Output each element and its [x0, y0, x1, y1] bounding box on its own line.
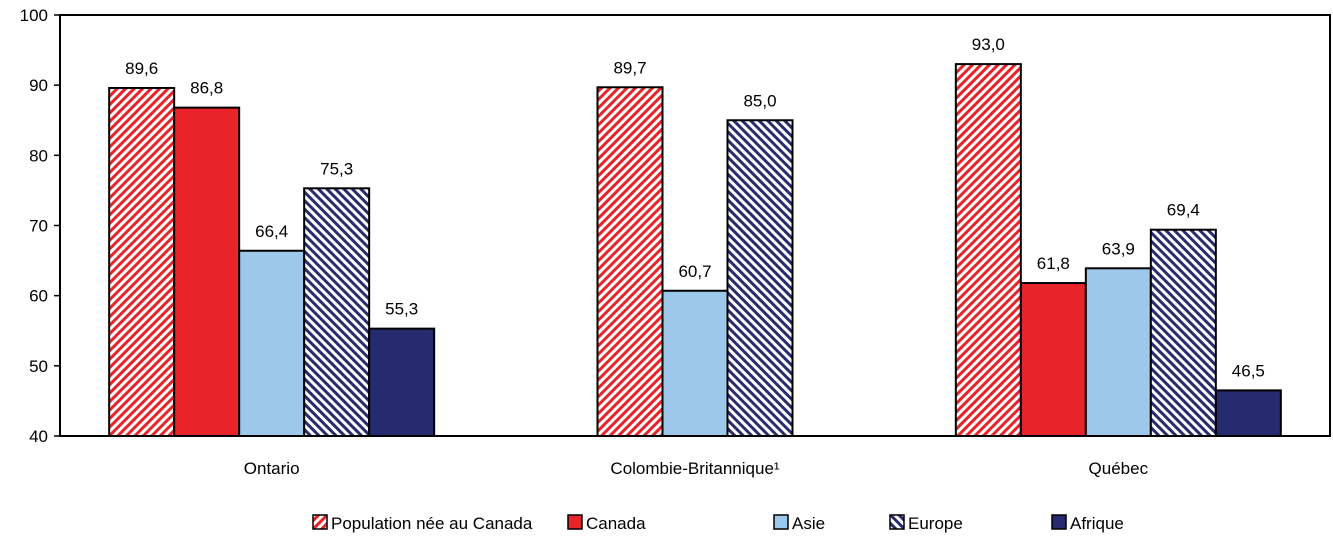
bar-value-label: 85,0	[743, 91, 776, 110]
y-tick-label: 40	[29, 427, 48, 446]
bar	[954, 63, 1022, 437]
bar	[1084, 267, 1152, 437]
y-tick-label: 80	[29, 146, 48, 165]
legend-swatch	[889, 514, 905, 530]
bar	[303, 187, 371, 437]
bar	[1214, 389, 1282, 437]
bar-value-label: 63,9	[1102, 239, 1135, 258]
bar-value-label: 55,3	[385, 300, 418, 319]
legend-swatch	[567, 514, 583, 530]
bar-value-label: 75,3	[320, 159, 353, 178]
bar	[1019, 282, 1087, 437]
bar	[596, 86, 664, 437]
bar	[726, 119, 794, 437]
bar-value-label: 69,4	[1167, 201, 1200, 220]
y-tick-label: 60	[29, 287, 48, 306]
bar-value-label: 66,4	[255, 222, 288, 241]
bars	[108, 63, 1282, 438]
legend-swatch	[1051, 514, 1067, 530]
legend-swatch	[312, 514, 328, 530]
legend-label: Afrique	[1070, 514, 1124, 533]
legend-label: Europe	[908, 514, 963, 533]
y-tick-label: 50	[29, 357, 48, 376]
data-labels: 89,6 86,8 66,4 75,3 55,3 89,7 60,7 85,0 93,0 61,8…	[125, 35, 1265, 380]
bar-value-label: 61,8	[1037, 254, 1070, 273]
legend-label: Population née au Canada	[331, 514, 533, 533]
category-label: Colombie-Britannique¹	[610, 459, 779, 478]
bar	[368, 327, 436, 437]
y-tick-label: 90	[29, 76, 48, 95]
legend-label: Asie	[792, 514, 825, 533]
category-label: Québec	[1089, 459, 1149, 478]
bar	[173, 106, 241, 438]
bar-value-label: 89,7	[613, 58, 646, 77]
legend: Population née au Canada Canada Asie Europe…	[312, 514, 1124, 533]
legend-swatch	[773, 514, 789, 530]
bar	[1149, 228, 1217, 437]
bar-value-label: 89,6	[125, 59, 158, 78]
y-tick-label: 70	[29, 217, 48, 236]
bar-value-label: 60,7	[678, 262, 711, 281]
legend-label: Canada	[586, 514, 646, 533]
category-label: Ontario	[244, 459, 300, 478]
bar-value-label: 86,8	[190, 79, 223, 98]
bar	[108, 86, 176, 438]
bar-value-label: 93,0	[972, 35, 1005, 54]
bar-value-label: 46,5	[1232, 361, 1265, 380]
bar	[661, 289, 729, 437]
y-tick-label: 100	[20, 6, 48, 25]
bar	[238, 249, 306, 437]
